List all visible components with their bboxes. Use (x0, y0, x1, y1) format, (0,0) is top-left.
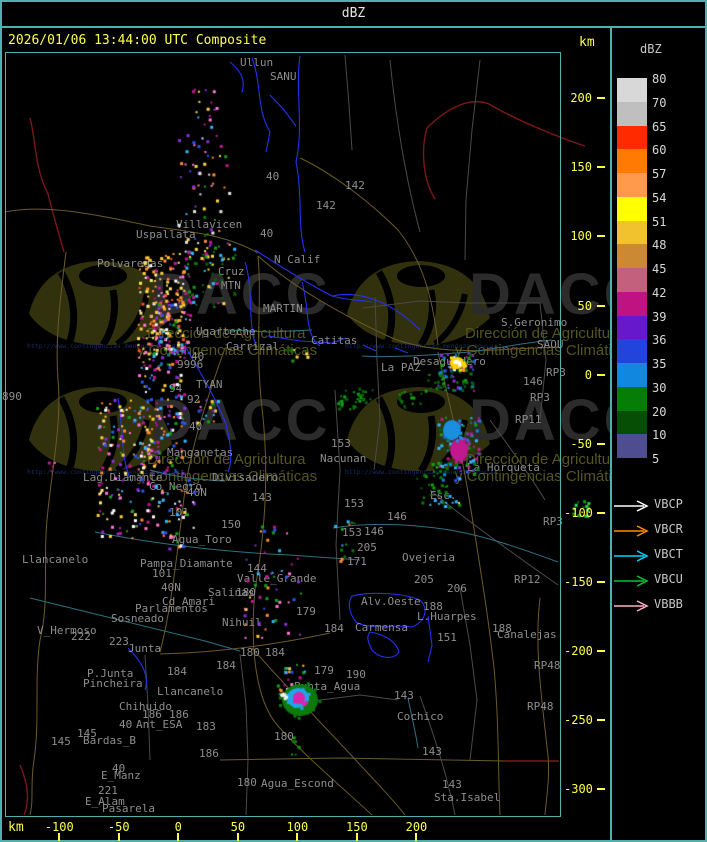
vector-arrow-icon (614, 500, 649, 512)
horizontal-tick (296, 833, 299, 841)
colorbar-value-label: 39 (652, 309, 667, 324)
colorbar-swatch (617, 101, 647, 126)
horizontal-tick (355, 833, 358, 841)
vertical-tick-label: -50 (570, 436, 592, 451)
vertical-tick-label: -150 (564, 574, 593, 589)
colorbar-title: dBZ (640, 42, 662, 56)
colorbar-swatch (617, 220, 647, 245)
vector-legend-row: VBCR (613, 522, 705, 537)
vertical-tick-label: 100 (570, 229, 592, 244)
vector-arrow-icon (614, 525, 649, 537)
vertical-tick (597, 373, 605, 376)
colorbar-swatch (617, 291, 647, 316)
horizontal-tick (177, 833, 180, 841)
colorbar-swatch (617, 173, 647, 197)
vector-legend-row: VBBB (613, 597, 705, 612)
colorbar-value-label: 54 (652, 190, 667, 205)
colorbar-swatch (617, 268, 647, 292)
horizontal-tick-label: 50 (230, 820, 246, 834)
vertical-tick (597, 235, 605, 238)
colorbar-value-label: 51 (652, 214, 667, 229)
colorbar-swatch (617, 339, 647, 363)
horizontal-tick (58, 833, 61, 841)
colorbar-value-label: 60 (652, 143, 667, 158)
horizontal-tick-label: 0 (174, 820, 182, 834)
horizontal-tick-label: 200 (405, 820, 428, 834)
vertical-tick (597, 166, 605, 169)
vector-legend-label: VBBB (654, 597, 683, 611)
vector-arrow-icon (614, 600, 649, 612)
colorbar-swatch (617, 434, 647, 458)
colorbar-value-label: 80 (652, 72, 667, 86)
vector-legend-label: VBCU (654, 572, 683, 586)
radar-echo-layer (0, 0, 610, 842)
horizontal-tick-label: 100 (286, 820, 309, 834)
colorbar-value-label: 35 (652, 357, 667, 371)
map-panel: DACCDirección de Agriculturay Contingenc… (0, 0, 610, 842)
colorbar-value-label: 70 (652, 95, 667, 110)
vertical-tick-label: 150 (570, 160, 592, 175)
vector-legend-row: VBCP (613, 497, 705, 512)
colorbar-value-label: 42 (652, 285, 667, 300)
colorbar-value-label: 48 (652, 238, 667, 253)
vertical-tick (597, 442, 605, 445)
vertical-tick (597, 304, 605, 307)
colorbar-value-label: 36 (652, 333, 667, 348)
colorbar-swatch (617, 386, 647, 411)
vertical-tick-label: -200 (564, 643, 593, 658)
vertical-tick-label: -100 (564, 505, 593, 520)
colorbar-swatch (617, 363, 647, 387)
vertical-tick (597, 580, 605, 583)
vertical-tick (597, 788, 605, 791)
colorbar-swatch (617, 78, 647, 102)
horizontal-tick (117, 833, 120, 841)
vector-legend-label: VBCR (654, 522, 683, 536)
colorbar-value-label: 10 (652, 428, 667, 443)
vertical-tick (597, 649, 605, 652)
colorbar-swatch (617, 410, 647, 435)
vertical-tick (597, 511, 605, 514)
colorbar-swatch (617, 125, 647, 150)
horizontal-tick (415, 833, 418, 841)
legend-sidebar: dBZ 80 70 65 60 57 54 51 48 45 42 39 36 35 30 20 10 5 VB… (612, 28, 707, 842)
colorbar-value-label: 30 (652, 380, 667, 395)
colorbar-value-label: 65 (652, 119, 667, 134)
vertical-tick-label: -300 (564, 782, 593, 797)
colorbar-value-label: 5 (652, 452, 660, 466)
vertical-tick-label: 200 (570, 91, 592, 106)
vector-arrow-icon (614, 575, 649, 587)
vector-arrow-icon (614, 550, 649, 562)
colorbar-value-label: 20 (652, 404, 667, 419)
horizontal-tick (236, 833, 239, 841)
vertical-tick-label: 50 (577, 298, 592, 313)
horizontal-tick-label: -100 (44, 820, 74, 834)
vector-legend-label: VBCP (654, 497, 683, 511)
colorbar-value-label: 57 (652, 167, 667, 181)
vertical-tick-label: -250 (564, 713, 593, 727)
colorbar-swatch (617, 244, 647, 268)
horizontal-tick-label: -50 (107, 820, 130, 834)
vertical-tick (597, 97, 605, 100)
colorbar-swatch (617, 196, 647, 221)
horizontal-tick-label: 150 (346, 820, 368, 834)
vertical-tick-label: 0 (584, 367, 592, 382)
colorbar-swatch (617, 149, 647, 173)
vector-legend-row: VBCU (613, 572, 705, 587)
vertical-tick (597, 719, 605, 721)
colorbar-swatch (617, 315, 647, 340)
panel-divider (610, 26, 612, 842)
vector-legend-row: VBCT (613, 547, 705, 562)
vector-legend-label: VBCT (654, 547, 683, 561)
colorbar-value-label: 45 (652, 262, 667, 276)
